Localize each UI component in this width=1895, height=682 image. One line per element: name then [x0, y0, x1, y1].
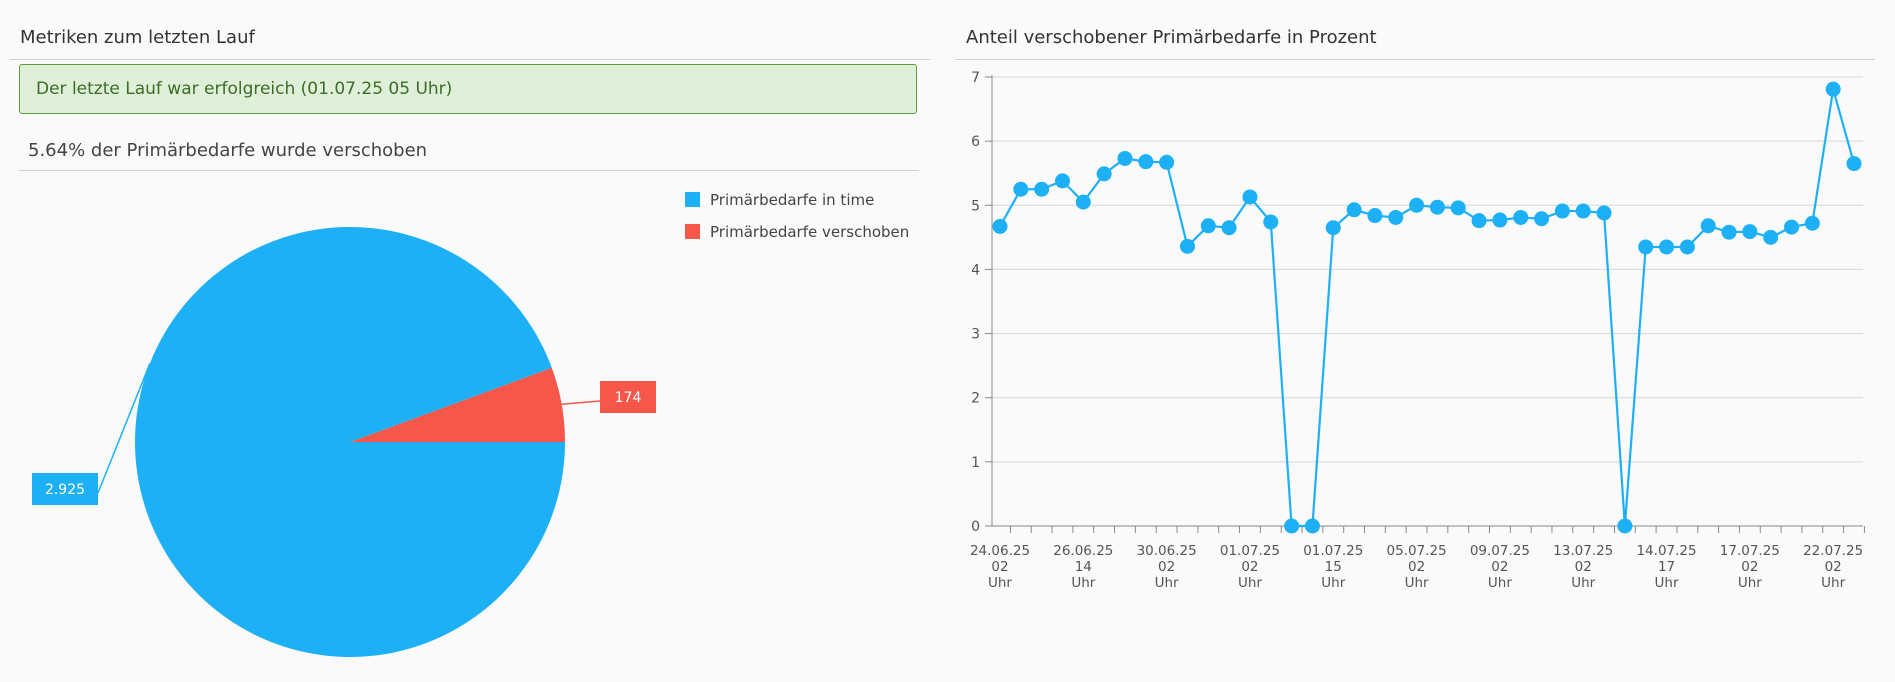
x-tick-label: 05.07.25 02 Uhr [1387, 543, 1447, 591]
x-tick-label: 17.07.25 02 Uhr [1720, 543, 1780, 591]
data-point [1179, 238, 1195, 254]
x-tick-label: 01.07.25 02 Uhr [1220, 543, 1280, 591]
x-tick-label: 14.07.25 17 Uhr [1636, 543, 1696, 591]
data-point [1513, 209, 1529, 225]
data-point [1596, 205, 1612, 221]
x-tick-label: 01.07.25 15 Uhr [1303, 543, 1363, 591]
data-point [1304, 518, 1320, 534]
data-point [1679, 239, 1695, 255]
data-point [1700, 218, 1716, 234]
status-alert-text: Der letzte Lauf war erfolgreich (01.07.2… [36, 79, 453, 99]
data-point [1325, 220, 1341, 236]
pie-label-box-shifted [600, 381, 656, 413]
pie-chart: 174 2.925 Primärbedarfe in time Primärbedar… [32, 191, 909, 658]
legend-label-shifted: Primärbedarfe verschoben [710, 223, 909, 241]
y-tick-label-5: 5 [971, 198, 980, 214]
x-tick-label: 26.06.25 14 Uhr [1053, 543, 1113, 591]
data-point [1846, 156, 1862, 172]
data-point [1263, 214, 1279, 230]
trend-panel: Anteil verschobener Primärbedarfe in Pro… [955, 0, 1875, 682]
data-point [1534, 211, 1550, 227]
data-point [1013, 181, 1029, 197]
data-point [1617, 518, 1633, 534]
pie-slice-in-time [135, 227, 565, 658]
data-point [1409, 197, 1425, 213]
data-point [1638, 239, 1654, 255]
data-point [1721, 224, 1737, 240]
data-point [1054, 173, 1070, 189]
data-point [1575, 203, 1591, 219]
data-point [1492, 212, 1508, 228]
trend-panel-title: Anteil verschobener Primärbedarfe in Pro… [966, 27, 1377, 48]
pie-label-box-in-time [32, 473, 98, 505]
y-tick-label-1: 1 [971, 455, 980, 471]
data-point [1659, 239, 1675, 255]
pie-label-connector-shifted [561, 400, 601, 406]
legend-label-in-time: Primärbedarfe in time [710, 191, 874, 209]
data-point [1388, 209, 1404, 225]
y-tick-label-0: 0 [971, 519, 980, 535]
pie-data-label-in-time: 2.925 [45, 482, 85, 498]
y-tick-label-3: 3 [971, 327, 980, 343]
data-point [1804, 215, 1820, 231]
y-tick-label-7: 7 [971, 70, 980, 86]
data-point [1554, 203, 1570, 219]
data-point [1742, 224, 1758, 240]
data-point [1159, 154, 1175, 170]
data-point [1784, 219, 1800, 235]
legend-swatch-in-time [685, 192, 700, 207]
legend-swatch-shifted [685, 224, 700, 239]
x-tick-label: 22.07.25 02 Uhr [1803, 543, 1863, 591]
pie-label-connector-in-time [97, 363, 151, 494]
data-point [1825, 81, 1841, 97]
pie-data-label-shifted: 174 [615, 390, 642, 406]
metrics-panel-title: Metriken zum letzten Lauf [20, 27, 255, 48]
x-tick-label: 09.07.25 02 Uhr [1470, 543, 1530, 591]
shifted-summary-text: 5.64% der Primärbedarfe wurde verschoben [28, 140, 428, 161]
data-point [1367, 208, 1383, 224]
x-tick-label: 30.06.25 02 Uhr [1137, 543, 1197, 591]
data-point [1346, 202, 1362, 218]
data-point [1034, 181, 1050, 197]
line-chart: 0 1 2 3 4 5 6 7 24.06.25 02 Uhr 26.06.25 14 Uhr 30.06.… [970, 70, 1865, 591]
data-point [1117, 150, 1133, 166]
data-point [1429, 199, 1445, 215]
pie-slice-shifted [350, 367, 565, 442]
data-point [1221, 220, 1237, 236]
x-tick-label: 13.07.25 02 Uhr [1553, 543, 1613, 591]
y-tick-label-4: 4 [971, 262, 980, 278]
metrics-title-divider [10, 59, 930, 60]
trend-title-divider [955, 59, 1875, 60]
data-point [1200, 218, 1216, 234]
y-tick-label-6: 6 [971, 134, 980, 150]
metrics-panel: Metriken zum letzten Lauf Der letzte Lau… [10, 0, 930, 682]
data-point [1096, 166, 1112, 182]
data-point [1284, 518, 1300, 534]
data-point [1138, 154, 1154, 170]
y-tick-label-2: 2 [971, 391, 980, 407]
summary-divider [19, 170, 919, 171]
data-point [1075, 194, 1091, 210]
x-tick-label: 24.06.25 02 Uhr [970, 543, 1030, 591]
data-point [992, 218, 1008, 234]
data-point [1471, 213, 1487, 229]
status-alert: Der letzte Lauf war erfolgreich (01.07.2… [19, 64, 917, 114]
data-point [1763, 229, 1779, 245]
data-point [1242, 189, 1258, 205]
data-point [1450, 200, 1466, 216]
